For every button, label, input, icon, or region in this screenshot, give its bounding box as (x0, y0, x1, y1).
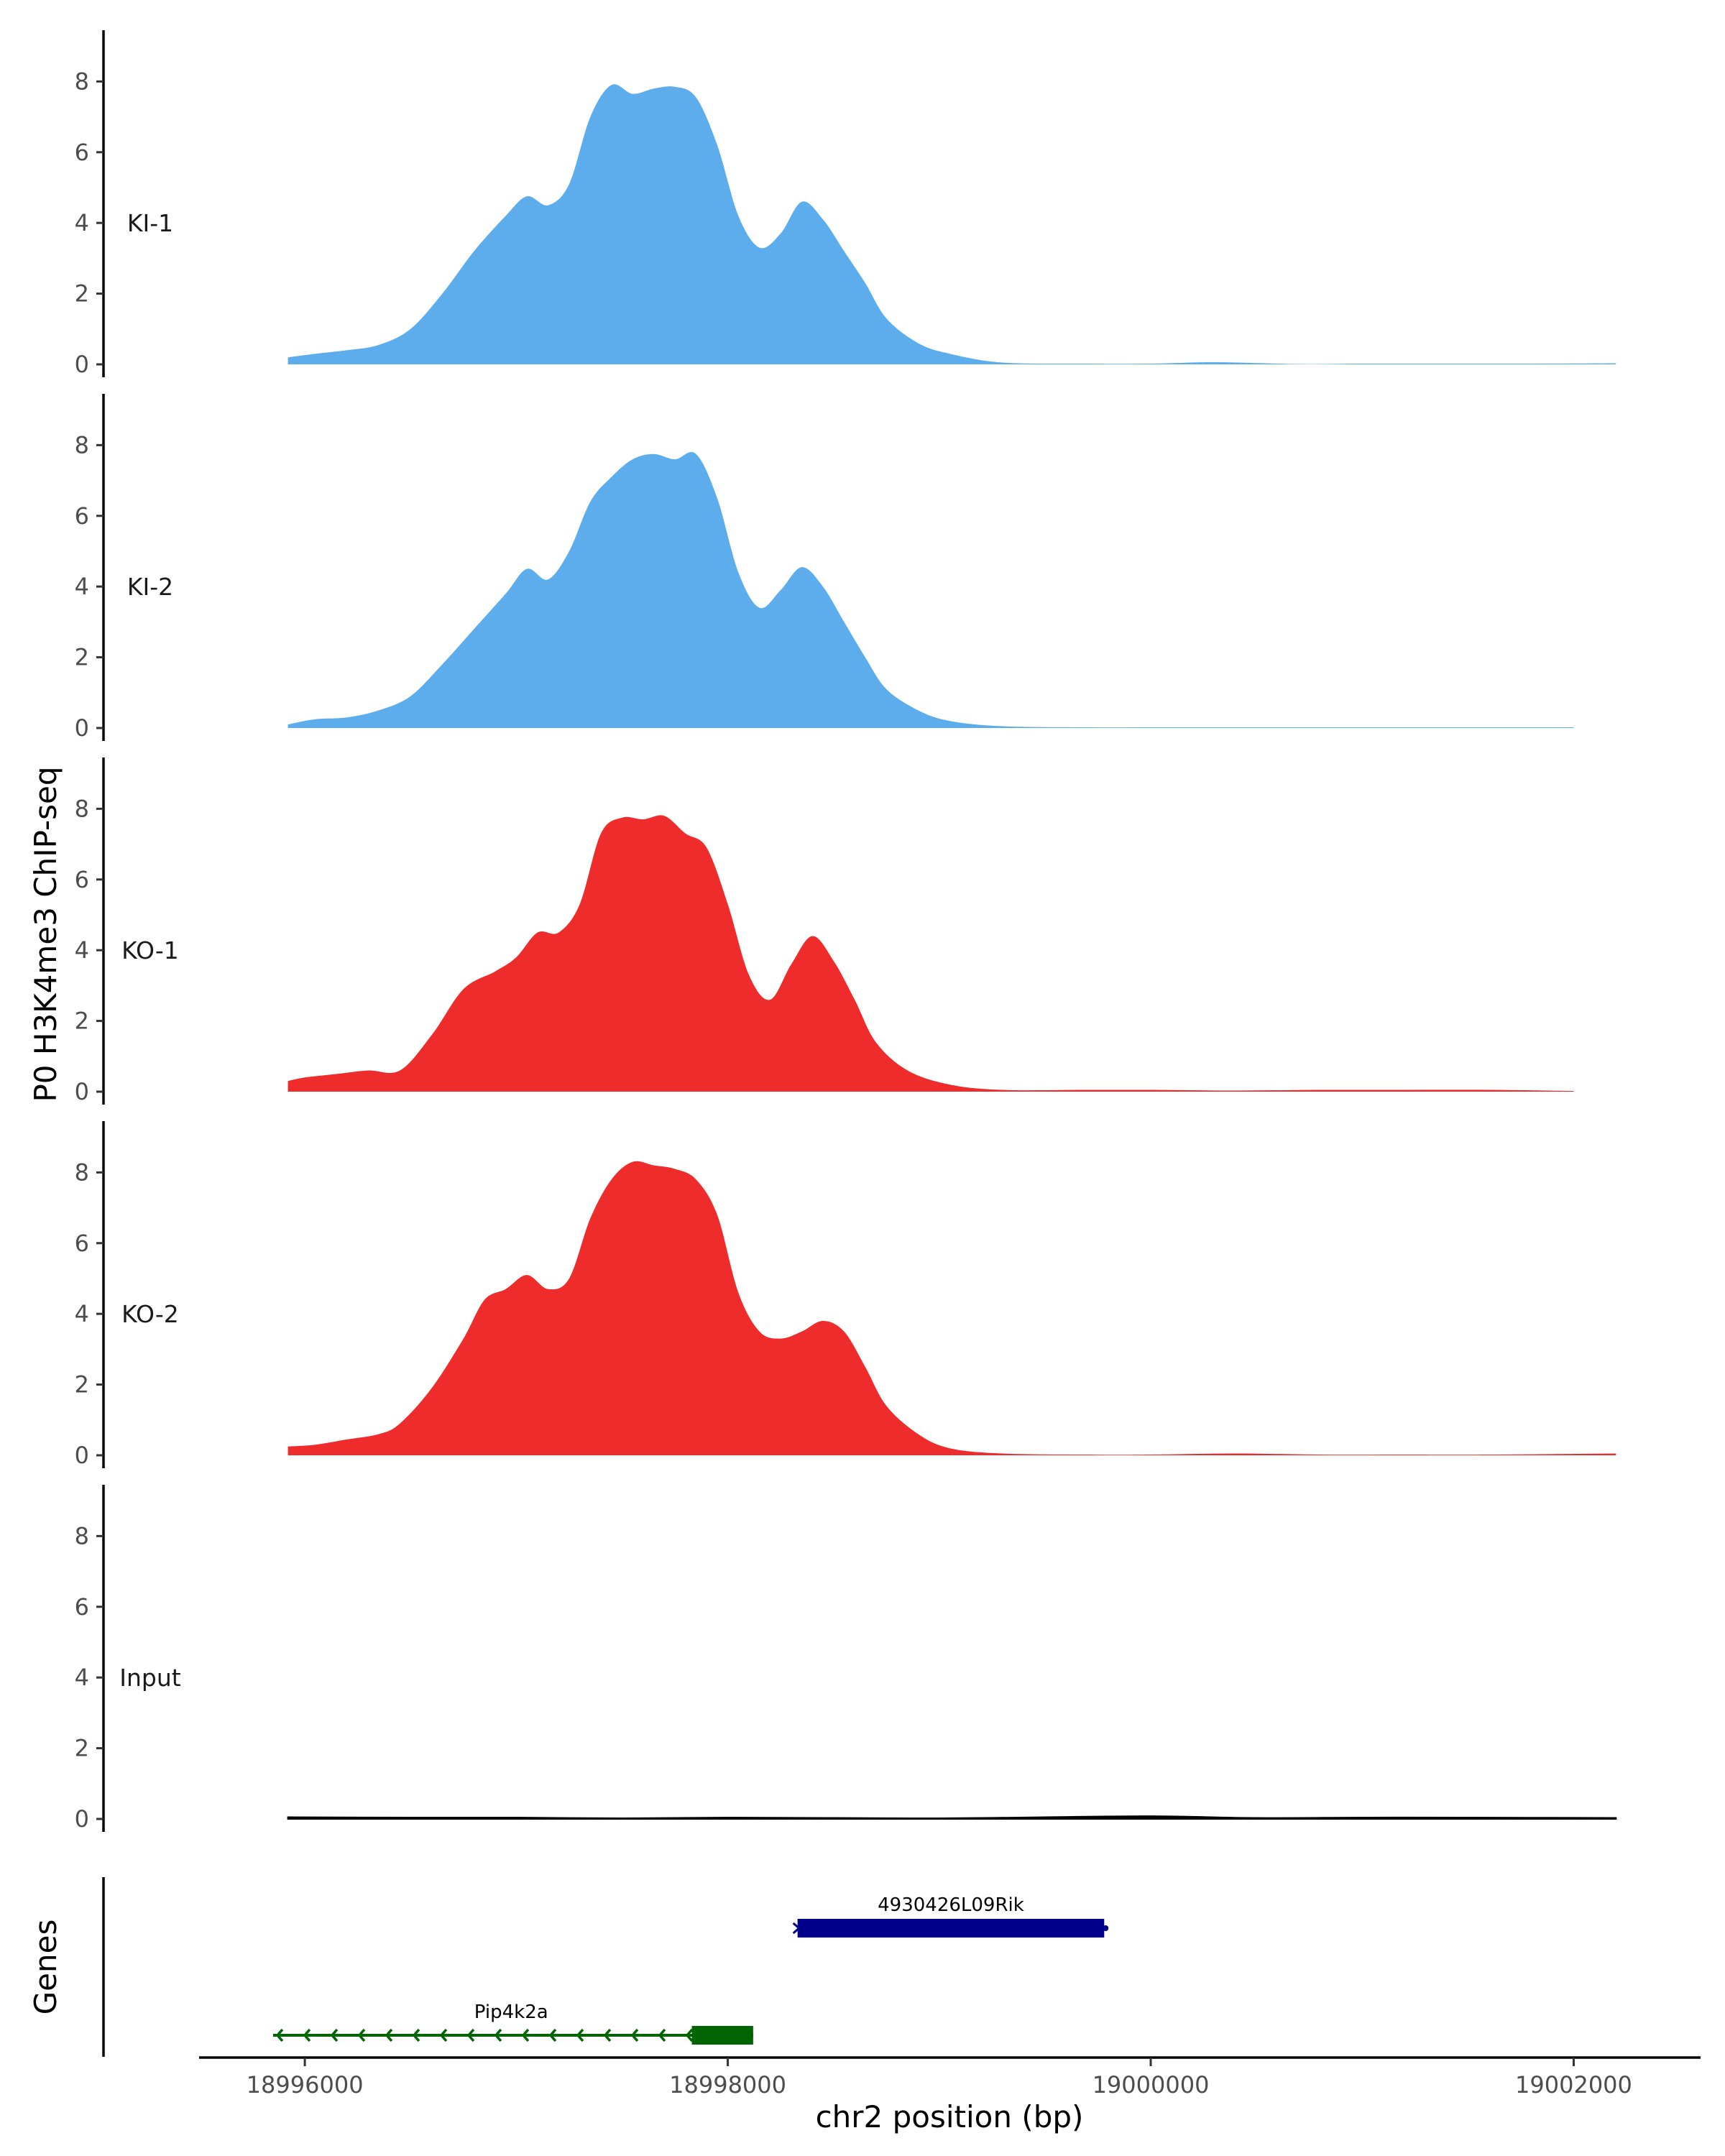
track-label: Input (119, 1664, 181, 1692)
y-tick-label: 8 (75, 795, 89, 822)
genes-axis-title: Genes (28, 1920, 63, 2015)
strand-arrow (548, 2028, 557, 2042)
y-tick-label: 6 (75, 502, 89, 530)
y-tick-label: 4 (75, 936, 89, 964)
coverage-tracks: 0 2 4 6 8 KI-1 0 2 4 6 8 KI-2 0 2 4 6 8 KO-1 0 2 4 6 8 KO-2 0 2 4 6… (75, 30, 1617, 1833)
y-tick-label: 8 (75, 431, 89, 459)
y-tick-label: 2 (75, 280, 89, 308)
y-tick-label: 0 (75, 1078, 89, 1105)
track-input: 0 2 4 6 8 Input (75, 1485, 1617, 1833)
y-tick-label: 2 (75, 1735, 89, 1762)
strand-arrow (357, 2028, 366, 2042)
x-axis-ticks: 18996000 18998000 19000000 19002000 (247, 2058, 1632, 2099)
y-tick-label: 4 (75, 1664, 89, 1691)
strand-arrow (330, 2028, 339, 2042)
y-tick-label: 6 (75, 1593, 89, 1621)
x-tick-label: 18996000 (247, 2071, 364, 2099)
gene-exon (797, 1919, 1105, 1938)
y-tick-label: 0 (75, 1805, 89, 1833)
y-tick-label: 6 (75, 1230, 89, 1257)
track-label: KI-2 (127, 573, 173, 601)
strand-arrow (275, 2028, 284, 2042)
y-tick-label: 0 (75, 351, 89, 378)
y-tick-label: 0 (75, 714, 89, 742)
gene-label: 4930426L09Rik (878, 1894, 1024, 1916)
track-ko-1: 0 2 4 6 8 KO-1 (75, 757, 1574, 1105)
coverage-area (288, 84, 1616, 365)
x-tick-label: 18998000 (669, 2071, 786, 2099)
gene-label: Pip4k2a (474, 2001, 548, 2023)
x-axis: 18996000 18998000 19000000 19002000 chr2 po… (199, 2056, 1701, 2134)
strand-arrow (412, 2028, 420, 2042)
y-tick-label: 8 (75, 68, 89, 95)
y-tick-label: 8 (75, 1158, 89, 1186)
y-tick-label: 8 (75, 1522, 89, 1549)
genes-panel: Genes 4930426L09Rik Pip4k2a (28, 1877, 1109, 2057)
strand-arrow (439, 2028, 448, 2042)
x-tick-label: 19000000 (1092, 2071, 1210, 2099)
strand-arrow (685, 2028, 694, 2042)
strand-arrow (576, 2028, 584, 2042)
track-label: KO-2 (121, 1300, 179, 1328)
y-tick-label: 0 (75, 1442, 89, 1469)
gene-end-marker (1103, 1925, 1109, 1931)
y-tick-label: 4 (75, 209, 89, 236)
y-tick-label: 4 (75, 573, 89, 600)
y-tick-label: 2 (75, 644, 89, 671)
strand-arrow (494, 2028, 502, 2042)
y-tick-label: 6 (75, 139, 89, 166)
track-ki-2: 0 2 4 6 8 KI-2 (75, 394, 1574, 742)
strand-arrow (658, 2028, 666, 2042)
coverage-area (288, 815, 1574, 1092)
gene-pip4k2a: Pip4k2a (272, 2001, 753, 2045)
y-axis-title: P0 H3K4me3 ChIP-seq (28, 766, 63, 1102)
coverage-area (288, 452, 1574, 728)
track-label: KI-1 (127, 209, 173, 237)
y-tick-label: 4 (75, 1300, 89, 1327)
x-tick-label: 19002000 (1515, 2071, 1632, 2099)
strand-arrow (466, 2028, 475, 2042)
gene-4930426l09rik: 4930426L09Rik (792, 1894, 1109, 1938)
strand-arrow (385, 2028, 393, 2042)
strand-arrow (792, 1922, 801, 1935)
coverage-line (287, 1815, 1617, 1820)
track-label: KO-1 (121, 936, 179, 964)
strand-arrow (303, 2028, 311, 2042)
y-tick-label: 6 (75, 866, 89, 893)
strand-arrow (630, 2028, 639, 2042)
x-axis-title: chr2 position (bp) (816, 2099, 1084, 2134)
strand-arrow (521, 2028, 530, 2042)
track-ki-1: 0 2 4 6 8 KI-1 (75, 30, 1616, 378)
gene-exon (691, 2026, 753, 2045)
track-ko-2: 0 2 4 6 8 KO-2 (75, 1121, 1616, 1469)
y-tick-label: 2 (75, 1008, 89, 1035)
coverage-area (288, 1161, 1616, 1455)
gene-models: 4930426L09Rik Pip4k2a (272, 1894, 1109, 2045)
strand-arrow (603, 2028, 612, 2042)
y-tick-label: 2 (75, 1371, 89, 1399)
